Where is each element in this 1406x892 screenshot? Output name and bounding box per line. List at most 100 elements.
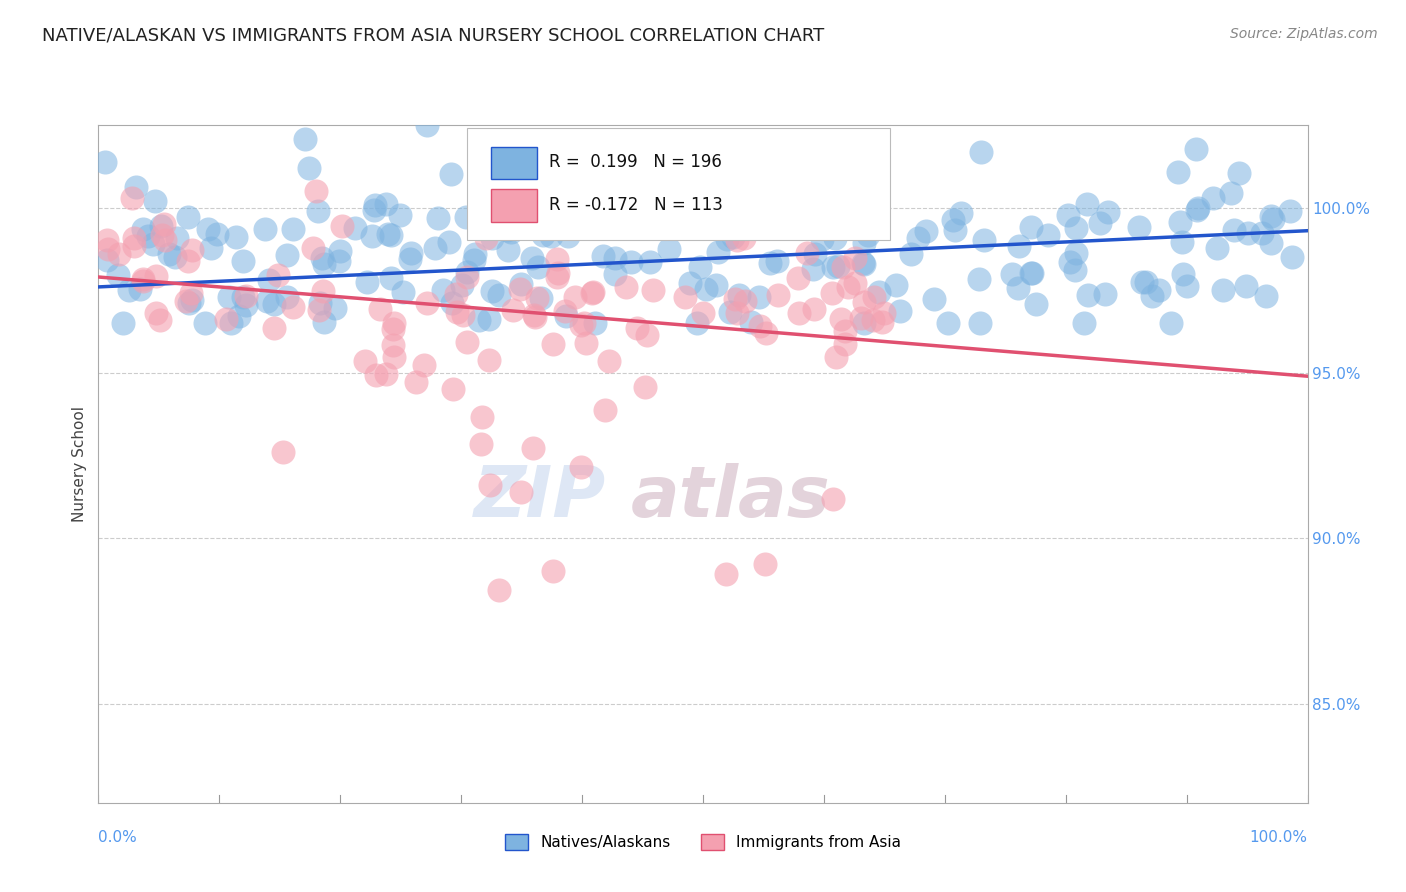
Point [824,231,846,245]
Point [725,306,748,320]
Point [1202,191,1225,205]
Point [540,229,562,244]
Point [276,247,298,261]
Point [129,282,152,296]
Point [425,241,447,255]
Point [177,210,200,224]
Point [1167,165,1189,179]
Point [1254,289,1277,303]
Point [849,311,872,326]
Text: R = -0.172   N = 113: R = -0.172 N = 113 [550,196,723,214]
Point [692,306,714,320]
Point [1170,215,1192,229]
Point [361,229,384,244]
Point [853,257,876,271]
Point [451,308,474,322]
Point [263,321,285,335]
Point [478,311,501,326]
Point [658,242,681,256]
Point [354,353,377,368]
Point [399,252,422,267]
Point [488,582,510,597]
Point [235,289,257,303]
Point [481,285,503,299]
Point [478,478,501,492]
Point [1227,166,1250,180]
Point [388,208,411,222]
Point [1008,238,1031,252]
Point [382,316,405,330]
Point [232,290,254,304]
Point [922,292,945,306]
Point [218,290,240,304]
Point [609,213,631,227]
Point [796,246,818,260]
Point [112,316,135,330]
Point [118,284,141,298]
Point [381,321,404,335]
Text: 100.0%: 100.0% [1250,830,1308,845]
Point [377,227,399,242]
Point [257,273,280,287]
Point [463,252,485,267]
Point [754,557,776,571]
Point [749,319,772,334]
Point [364,198,387,212]
Point [1019,220,1042,235]
FancyBboxPatch shape [492,189,537,222]
Point [834,325,856,339]
Point [830,311,852,326]
Point [496,203,519,218]
Point [967,272,990,286]
Point [873,306,896,320]
Point [583,316,606,330]
Point [1187,201,1209,215]
Point [499,225,522,239]
Point [232,253,254,268]
Point [344,220,367,235]
Point [180,243,202,257]
Point [509,485,531,500]
Point [176,253,198,268]
Point [1059,254,1081,268]
Point [221,316,243,330]
Point [302,241,325,255]
Point [440,296,463,310]
Point [413,358,436,372]
Point [1025,296,1047,310]
Point [441,382,464,396]
Point [543,565,565,579]
Point [814,161,837,176]
Point [330,219,353,233]
Point [107,268,129,282]
Point [149,219,172,234]
Point [312,257,335,271]
Point [1260,236,1282,251]
Point [574,316,596,330]
Point [634,379,657,393]
Point [636,327,658,342]
Point [308,303,330,318]
Point [520,251,543,265]
Point [598,354,620,368]
Point [439,167,461,181]
Point [464,246,486,260]
Point [132,221,155,235]
Point [868,285,890,299]
Point [96,252,118,267]
Point [605,268,627,282]
Text: ZIP: ZIP [474,463,606,533]
Point [626,321,648,335]
Point [592,249,614,263]
Point [200,241,222,255]
Point [942,213,965,227]
Point [1175,278,1198,293]
Point [405,376,427,390]
Point [1185,202,1208,217]
Point [1019,266,1042,280]
Point [721,230,744,244]
Point [856,228,879,243]
Point [392,285,415,299]
Point [1212,283,1234,297]
Point [810,197,832,211]
